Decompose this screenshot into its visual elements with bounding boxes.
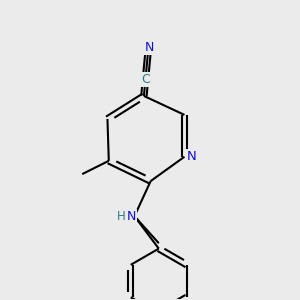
Text: N: N	[186, 150, 196, 163]
Text: N: N	[127, 210, 136, 223]
Text: H: H	[117, 210, 125, 223]
Text: C: C	[141, 73, 150, 86]
Text: N: N	[145, 41, 154, 54]
